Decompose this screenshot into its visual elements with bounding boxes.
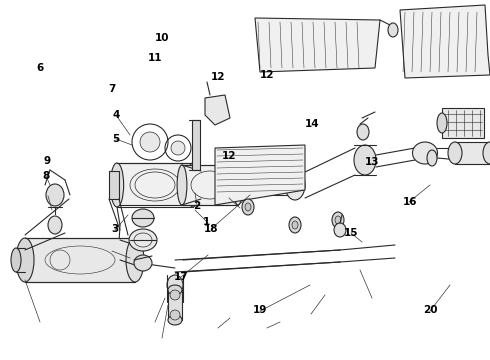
Ellipse shape — [334, 223, 346, 237]
Ellipse shape — [233, 165, 243, 205]
Ellipse shape — [168, 285, 182, 295]
Ellipse shape — [48, 216, 62, 234]
Text: 8: 8 — [42, 171, 49, 181]
Polygon shape — [215, 145, 305, 205]
Text: 5: 5 — [113, 134, 120, 144]
Ellipse shape — [413, 142, 438, 164]
Ellipse shape — [11, 248, 21, 272]
Ellipse shape — [168, 315, 182, 325]
Ellipse shape — [427, 150, 437, 166]
Text: 16: 16 — [402, 197, 417, 207]
Text: 12: 12 — [222, 150, 237, 161]
Text: 13: 13 — [365, 157, 380, 167]
Text: 7: 7 — [108, 84, 116, 94]
Text: 19: 19 — [252, 305, 267, 315]
Circle shape — [140, 132, 160, 152]
Polygon shape — [205, 95, 230, 125]
Ellipse shape — [16, 238, 34, 282]
Bar — [442, 108, 484, 138]
Bar — [109, 171, 119, 199]
Ellipse shape — [483, 142, 490, 164]
Ellipse shape — [110, 163, 123, 207]
Bar — [182, 165, 238, 205]
Text: 12: 12 — [260, 70, 274, 80]
Bar — [455, 142, 490, 164]
Text: 9: 9 — [44, 156, 51, 166]
Ellipse shape — [388, 23, 398, 37]
Text: 2: 2 — [194, 201, 200, 211]
Ellipse shape — [129, 229, 157, 251]
Text: 3: 3 — [112, 224, 119, 234]
Bar — [192, 120, 200, 170]
Ellipse shape — [332, 212, 344, 228]
Ellipse shape — [126, 238, 144, 282]
Ellipse shape — [46, 184, 64, 206]
Ellipse shape — [285, 170, 305, 200]
Text: 17: 17 — [174, 272, 189, 282]
Text: 14: 14 — [304, 119, 319, 129]
Ellipse shape — [134, 255, 152, 271]
Ellipse shape — [245, 203, 251, 211]
Polygon shape — [400, 5, 490, 78]
Ellipse shape — [132, 209, 154, 227]
Ellipse shape — [292, 221, 298, 229]
Circle shape — [170, 310, 180, 320]
Ellipse shape — [242, 199, 254, 215]
Ellipse shape — [186, 163, 199, 207]
Text: 15: 15 — [344, 228, 359, 238]
Bar — [25, 238, 135, 282]
Ellipse shape — [448, 142, 462, 164]
Text: 1: 1 — [203, 217, 210, 227]
Ellipse shape — [437, 113, 447, 133]
Ellipse shape — [289, 217, 301, 233]
Ellipse shape — [357, 124, 369, 140]
Bar — [117, 163, 193, 205]
Ellipse shape — [354, 145, 376, 175]
Text: 6: 6 — [37, 63, 44, 73]
Polygon shape — [255, 18, 380, 72]
Text: 12: 12 — [211, 72, 226, 82]
Ellipse shape — [335, 216, 341, 224]
Text: 20: 20 — [423, 305, 438, 315]
Text: 18: 18 — [203, 224, 218, 234]
Bar — [191, 171, 201, 199]
Circle shape — [170, 290, 180, 300]
Ellipse shape — [167, 275, 183, 295]
Circle shape — [171, 141, 185, 155]
Text: 11: 11 — [148, 53, 163, 63]
Bar — [168, 290, 182, 320]
Ellipse shape — [177, 165, 187, 205]
Bar — [236, 173, 246, 197]
Text: 10: 10 — [154, 33, 169, 43]
Text: 4: 4 — [112, 110, 120, 120]
